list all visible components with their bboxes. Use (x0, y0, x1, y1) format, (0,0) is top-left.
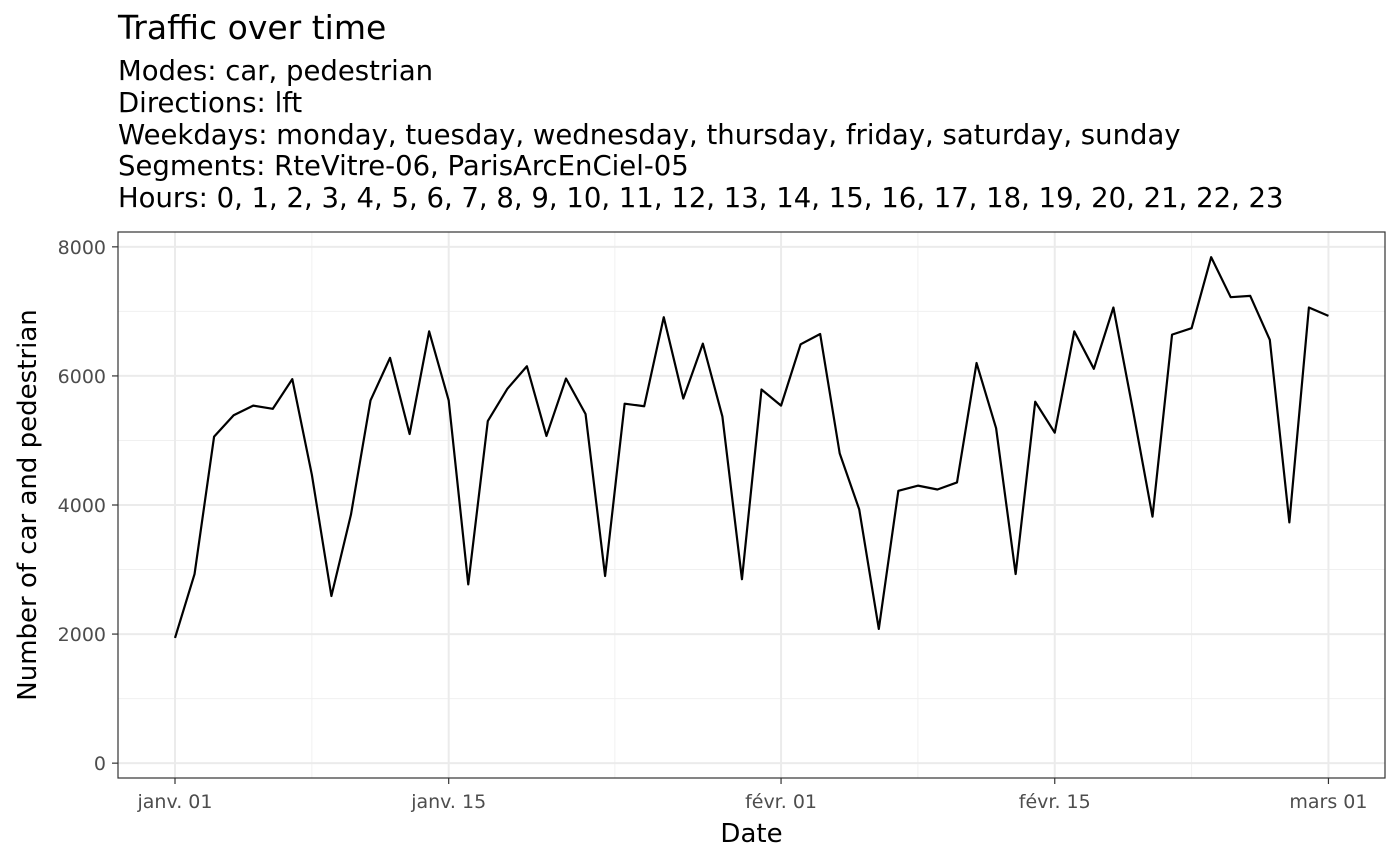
y-tick-label: 8000 (58, 237, 106, 259)
y-tick-label: 4000 (58, 495, 106, 517)
subtitle-hours: Hours: 0, 1, 2, 3, 4, 5, 6, 7, 8, 9, 10,… (118, 182, 1284, 215)
x-tick-label: mars 01 (1289, 791, 1367, 813)
subtitle-directions: Directions: lft (118, 86, 303, 119)
grid-lines (118, 232, 1385, 778)
y-axis-title: Number of car and pedestrian (13, 309, 43, 700)
chart-subtitle: Modes: car, pedestrian Directions: lft W… (118, 55, 1284, 215)
x-tick-label: févr. 15 (1019, 791, 1091, 813)
x-tick-label: janv. 15 (410, 791, 486, 813)
x-axis-title: Date (720, 819, 782, 849)
subtitle-weekdays: Weekdays: monday, tuesday, wednesday, th… (118, 118, 1181, 151)
subtitle-segments: Segments: RteVitre-06, ParisArcEnCiel-05 (118, 150, 689, 183)
series-layer (173, 256, 1329, 639)
y-tick-label: 2000 (58, 624, 106, 646)
y-tick-label: 6000 (58, 366, 106, 388)
y-tick-label: 0 (94, 753, 106, 775)
chart-title: Traffic over time (118, 8, 387, 47)
axes: 0 2000 4000 6000 8000 janv. 01 janv. 15 févr. 0… (58, 237, 1368, 813)
x-tick-label: janv. 01 (137, 791, 213, 813)
subtitle-modes: Modes: car, pedestrian (118, 55, 434, 87)
x-tick-label: févr. 01 (745, 791, 817, 813)
series-line (173, 256, 1329, 639)
